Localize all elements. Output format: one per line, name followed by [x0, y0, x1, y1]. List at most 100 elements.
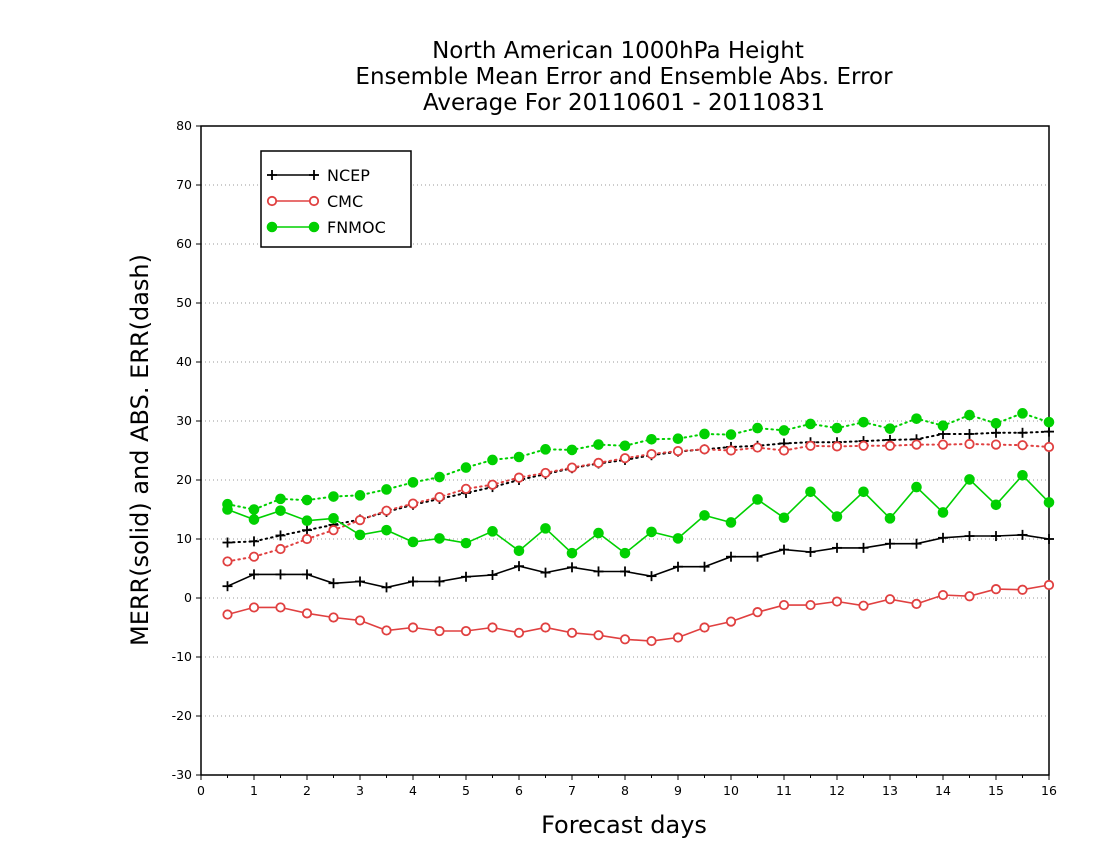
legend-fnmoc-marker-end: [308, 221, 320, 233]
y-tick-label: 50: [176, 295, 192, 310]
x-tick-label: 15: [988, 783, 1004, 798]
cmc-abs-err-point: [884, 440, 896, 451]
ncep-merr-point: [514, 561, 524, 572]
fnmoc-merr-point: [858, 486, 869, 498]
cmc-merr-point: [699, 622, 710, 633]
fnmoc-merr-point: [699, 510, 710, 521]
ncep-merr-point: [620, 566, 630, 577]
fnmoc-abs-err-point: [725, 429, 737, 440]
fnmoc-abs-err-point: [646, 433, 657, 445]
ncep-abs-err-point: [275, 530, 286, 541]
cmc-merr-point: [725, 616, 737, 627]
fnmoc-merr-point: [752, 494, 763, 505]
cmc-abs-err-point: [699, 444, 710, 455]
legend-fnmoc-marker-start: [266, 221, 278, 233]
cmc-abs-err-point: [805, 440, 816, 451]
fnmoc-merr-point: [646, 526, 657, 538]
ncep-merr-point: [302, 569, 312, 580]
fnmoc-abs-err-point: [911, 413, 922, 424]
x-tick-label: 3: [356, 783, 364, 798]
x-tick-label: 4: [409, 783, 417, 798]
ncep-merr-point: [1017, 529, 1028, 540]
fnmoc-abs-err-point: [778, 425, 790, 436]
ncep-merr-point: [461, 571, 471, 582]
y-tick-label: 80: [176, 118, 192, 133]
y-tick-label: 70: [176, 177, 192, 192]
y-axis-title: MERR(solid) and ABS. ERR(dash): [126, 254, 154, 646]
fnmoc-abs-err-point: [275, 493, 286, 505]
x-tick-label: 5: [462, 783, 470, 798]
fnmoc-merr-point: [805, 486, 816, 498]
x-tick-label: 10: [723, 783, 739, 798]
fnmoc-abs-err-point: [1017, 408, 1028, 419]
ncep-merr-point: [540, 567, 551, 578]
cmc-merr-point: [778, 599, 790, 611]
fnmoc-abs-err-point: [566, 444, 578, 456]
fnmoc-abs-err-point: [699, 428, 710, 440]
chart-title-line-2: Ensemble Mean Error and Ensemble Abs. Er…: [355, 64, 893, 90]
cmc-abs-err-point: [752, 442, 763, 453]
cmc-merr-point: [275, 602, 286, 613]
cmc-abs-err-point: [646, 448, 657, 460]
ncep-merr-point: [381, 582, 392, 593]
ncep-abs-err-point: [302, 525, 312, 536]
cmc-abs-err-point: [593, 457, 604, 468]
cmc-merr-point: [328, 612, 339, 623]
cmc-merr-point: [858, 600, 869, 611]
fnmoc-merr-point: [248, 514, 260, 525]
legend-box: [260, 150, 412, 248]
x-tick-label: 14: [935, 783, 951, 798]
series-layer: [222, 408, 1055, 647]
cmc-abs-err-point: [248, 551, 260, 562]
fnmoc-abs-err-point: [1043, 416, 1055, 428]
ncep-abs-err-point: [222, 537, 233, 548]
fnmoc-merr-point: [884, 513, 896, 524]
cmc-abs-err-point: [831, 441, 843, 452]
ncep-merr-point: [805, 546, 816, 557]
fnmoc-abs-err-point: [884, 423, 896, 434]
gridlines: [201, 184, 1049, 717]
x-tick-label: 11: [776, 783, 792, 798]
ncep-merr-point: [832, 542, 842, 553]
fnmoc-merr-point: [354, 529, 366, 541]
fnmoc-merr-point: [275, 505, 286, 516]
fnmoc-merr-point: [434, 533, 445, 544]
fnmoc-merr-point: [1043, 497, 1055, 508]
legend-fnmoc-label: FNMOC: [327, 218, 386, 237]
x-tick-label: 1: [250, 783, 258, 798]
fnmoc-abs-err-point: [381, 484, 392, 495]
fnmoc-abs-err-point: [434, 471, 445, 483]
cmc-merr-point: [248, 602, 260, 613]
fnmoc-merr-point: [301, 515, 313, 527]
legend-ncep-label: NCEP: [327, 166, 370, 185]
cmc-abs-err-point: [513, 472, 525, 483]
legend-cmc-marker-end: [308, 195, 320, 207]
cmc-abs-err-line: [226, 442, 1050, 563]
cmc-abs-err-point: [964, 438, 975, 450]
cmc-merr-point: [937, 589, 949, 601]
fnmoc-abs-err-point: [831, 422, 843, 434]
cmc-abs-err-point: [1017, 440, 1028, 451]
fnmoc-abs-err-point: [460, 462, 472, 473]
ncep-merr-point: [593, 566, 604, 577]
x-tick-label: 16: [1041, 783, 1057, 798]
fnmoc-merr-point: [540, 523, 551, 534]
legend: NCEP CMC FNMOC: [260, 150, 412, 248]
cmc-merr-point: [222, 609, 233, 620]
y-tick-label: 60: [176, 236, 192, 251]
cmc-abs-err-point: [222, 556, 233, 567]
cmc-merr-point: [990, 584, 1002, 595]
x-tick-label: 12: [829, 783, 845, 798]
ncep-merr-point: [408, 576, 418, 587]
ncep-merr-point: [858, 542, 869, 553]
fnmoc-abs-err-point: [964, 409, 975, 421]
cmc-abs-err-point: [301, 533, 313, 545]
cmc-merr-point: [805, 599, 816, 611]
cmc-abs-err-point: [407, 498, 419, 509]
ncep-merr-point: [885, 538, 895, 549]
fnmoc-abs-err-point: [937, 420, 949, 432]
fnmoc-merr-point: [672, 533, 684, 544]
cmc-abs-err-point: [858, 440, 869, 451]
